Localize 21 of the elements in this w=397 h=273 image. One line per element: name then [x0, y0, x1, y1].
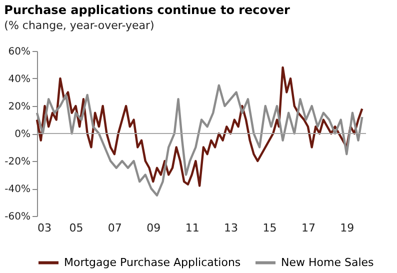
- x-tick-label: 19: [340, 222, 354, 234]
- y-tick-label: -60%: [4, 212, 30, 222]
- y-tick-label: 0%: [14, 129, 30, 140]
- chart-title: Purchase applications continue to recover: [4, 3, 290, 17]
- x-tick-label: 17: [301, 222, 316, 234]
- x-tick-label: 03: [38, 222, 52, 234]
- x-tick-label: 07: [108, 222, 122, 234]
- y-tick-label: 60%: [8, 46, 30, 58]
- legend-label: Mortgage Purchase Applications: [64, 256, 241, 269]
- legend-label: New Home Sales: [281, 256, 374, 269]
- x-tick-label: 11: [185, 222, 200, 234]
- chart-subtitle: (% change, year-over-year): [4, 19, 154, 32]
- y-tick-label: -20%: [4, 156, 30, 168]
- y-tick-label: 20%: [8, 102, 30, 112]
- y-tick-label: 40%: [8, 74, 30, 85]
- x-tick-label: 09: [146, 222, 161, 234]
- y-tick-label: -40%: [4, 184, 30, 195]
- line-series: [36, 66, 364, 187]
- x-tick-label: 15: [262, 222, 277, 234]
- x-tick-label: 05: [69, 222, 84, 234]
- x-tick-label: 13: [224, 222, 238, 234]
